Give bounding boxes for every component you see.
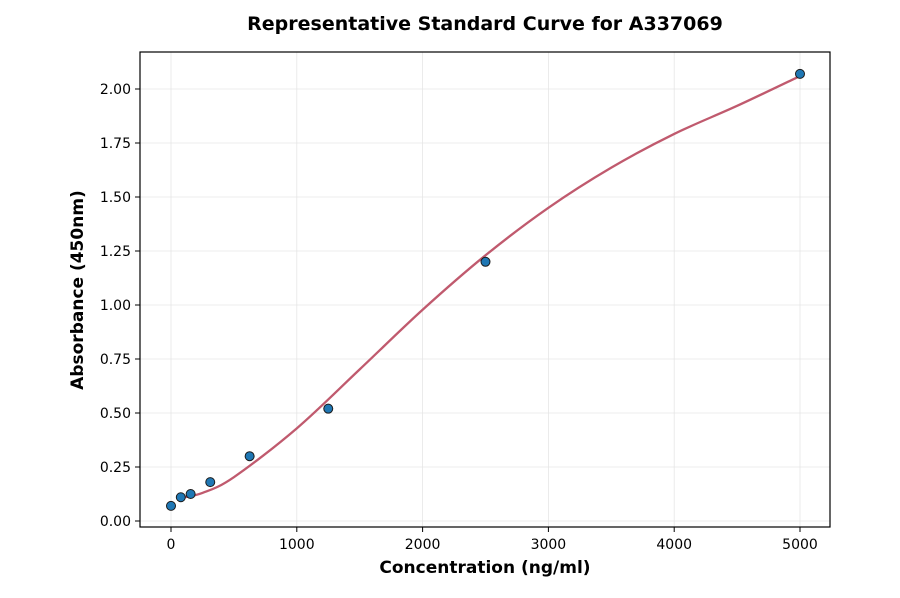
x-tick-label: 2000 <box>405 537 441 553</box>
y-tick-label: 0.75 <box>100 352 131 368</box>
y-axis-ticks: 0.00 0.25 0.50 0.75 1.00 1.25 1.50 1.75 2.00 <box>100 82 140 530</box>
data-point <box>185 489 196 499</box>
y-tick-label: 1.00 <box>100 298 131 314</box>
data-point <box>166 500 176 511</box>
grid-lines <box>140 52 830 527</box>
y-tick-label: 1.75 <box>100 136 131 152</box>
x-tick-label: 3000 <box>531 537 567 553</box>
x-tick-label: 0 <box>167 537 176 553</box>
data-point <box>480 256 491 267</box>
x-axis-ticks: 0 1000 2000 3000 4000 5000 <box>167 527 818 553</box>
data-point <box>244 451 255 462</box>
data-point <box>323 403 334 414</box>
fit-curve <box>180 75 801 500</box>
plot-frame <box>139 51 831 528</box>
y-tick-label: 1.50 <box>100 190 131 206</box>
x-tick-label: 5000 <box>782 537 818 553</box>
y-tick-label: 0.50 <box>100 406 131 422</box>
data-point <box>175 492 186 503</box>
data-point <box>795 68 805 79</box>
y-tick-label: 0.00 <box>100 514 131 530</box>
x-tick-label: 4000 <box>656 537 692 553</box>
x-axis-label: Concentration (ng/ml) <box>379 558 590 578</box>
chart-title: Representative Standard Curve for A33706… <box>247 13 723 35</box>
y-axis-label: Absorbance (450nm) <box>68 190 88 390</box>
x-tick-label: 1000 <box>279 537 315 553</box>
y-tick-label: 1.25 <box>100 244 131 260</box>
data-points <box>166 68 805 511</box>
data-point <box>205 477 216 488</box>
y-tick-label: 2.00 <box>100 82 131 98</box>
y-tick-label: 0.25 <box>100 460 131 476</box>
